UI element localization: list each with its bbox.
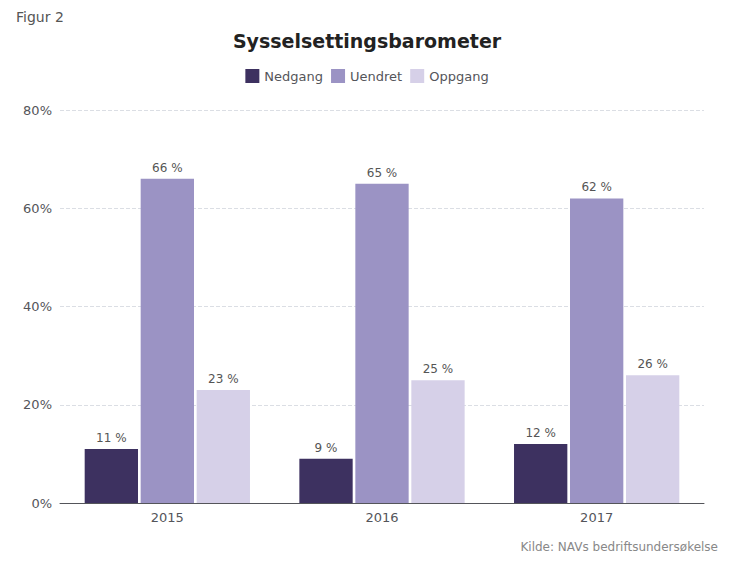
svg-text:60%: 60% <box>23 201 52 216</box>
svg-text:Figur 2: Figur 2 <box>16 9 64 25</box>
svg-text:40%: 40% <box>23 299 52 314</box>
svg-text:66 %: 66 % <box>152 161 183 175</box>
svg-text:Uendret: Uendret <box>350 69 402 84</box>
svg-text:25 %: 25 % <box>423 362 454 376</box>
svg-text:Oppgang: Oppgang <box>429 69 488 84</box>
svg-text:0%: 0% <box>31 496 52 511</box>
svg-text:11 %: 11 % <box>96 431 127 445</box>
svg-text:2017: 2017 <box>580 510 613 525</box>
svg-text:2016: 2016 <box>365 510 398 525</box>
svg-text:65 %: 65 % <box>367 166 398 180</box>
svg-text:Sysselsettingsbarometer: Sysselsettingsbarometer <box>233 30 502 52</box>
svg-text:2015: 2015 <box>151 510 184 525</box>
svg-text:62 %: 62 % <box>581 180 612 194</box>
svg-text:9 %: 9 % <box>315 441 338 455</box>
svg-text:Kilde: NAVs bedriftsundersøkel: Kilde: NAVs bedriftsundersøkelse <box>520 540 718 554</box>
svg-text:23 %: 23 % <box>208 372 239 386</box>
svg-text:Nedgang: Nedgang <box>264 69 323 84</box>
svg-text:12 %: 12 % <box>525 426 556 440</box>
svg-text:26 %: 26 % <box>637 357 668 371</box>
svg-text:20%: 20% <box>23 397 52 412</box>
svg-text:80%: 80% <box>23 103 52 118</box>
